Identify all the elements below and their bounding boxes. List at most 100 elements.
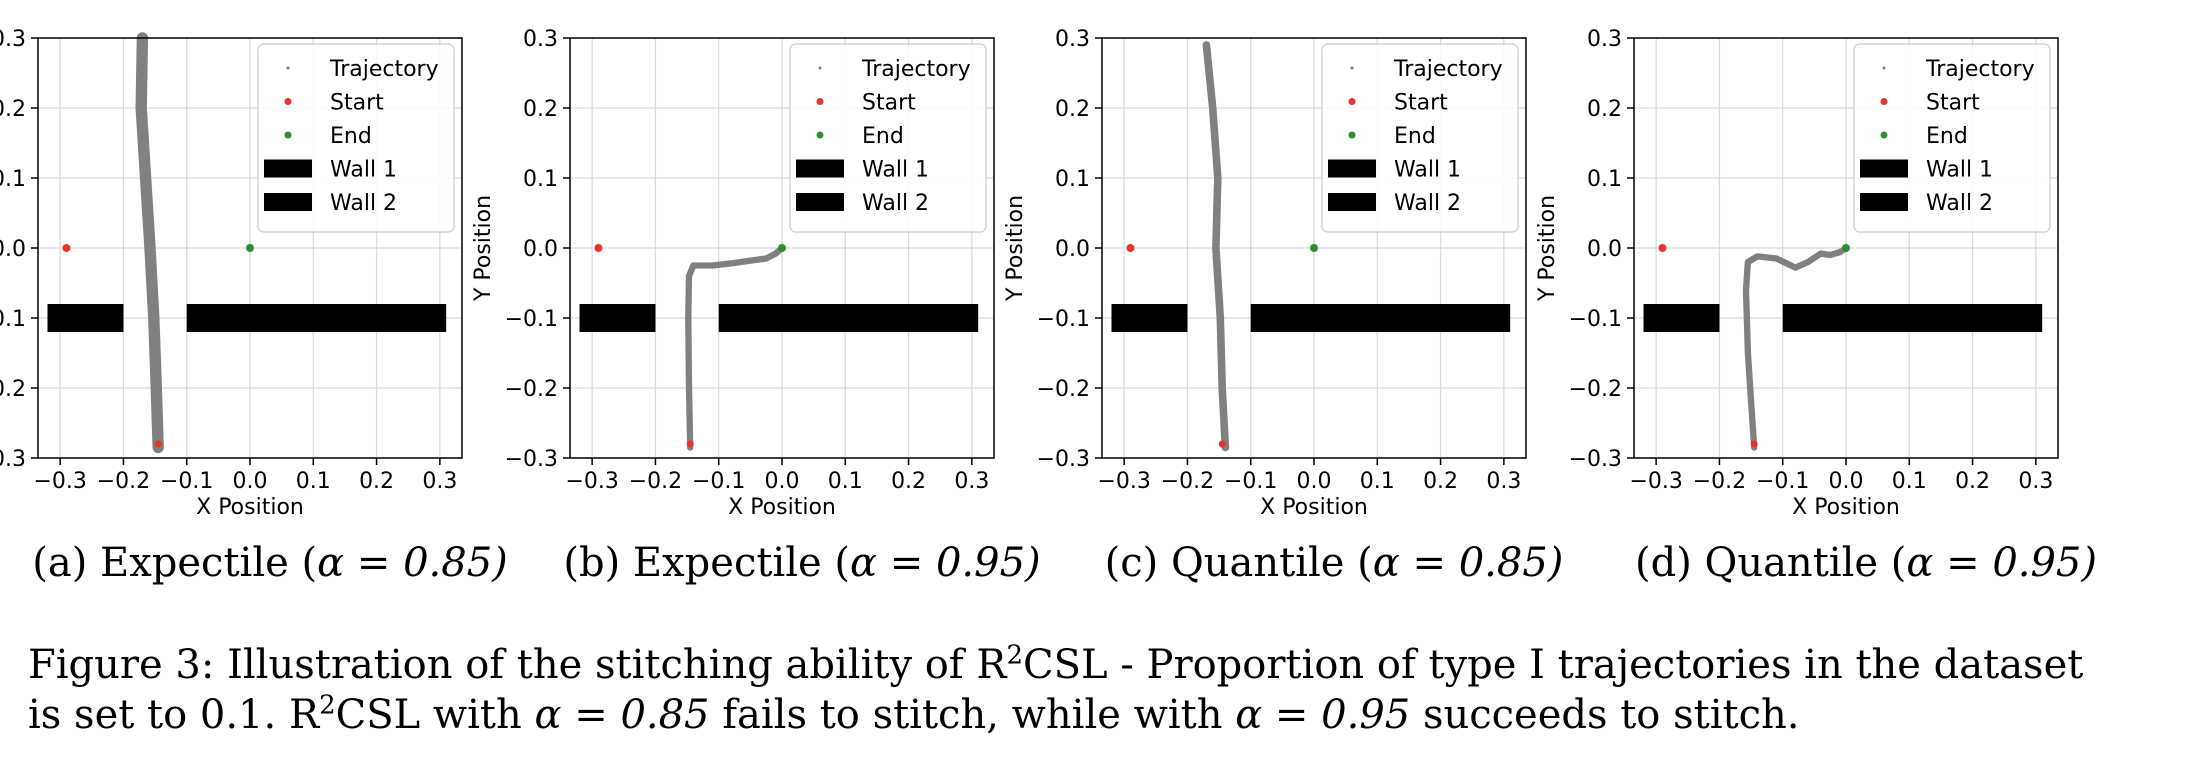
x-tick-label: 0.3 xyxy=(954,469,989,494)
legend-start-marker xyxy=(284,98,292,105)
final-point xyxy=(686,440,694,448)
y-tick-label: 0.3 xyxy=(1055,27,1090,52)
y-tick-label: −0.2 xyxy=(0,377,26,402)
y-tick-label: −0.3 xyxy=(0,447,26,472)
x-axis-title: X Position xyxy=(196,495,304,520)
x-tick-label: −0.1 xyxy=(692,469,745,494)
legend-label: Wall 2 xyxy=(1394,191,1461,216)
subcaption-b-eq: α = 0.95) xyxy=(850,540,1041,586)
x-tick-label: 0.2 xyxy=(359,469,394,494)
chart-a: −0.3 −0.2 −0.1 0.0 0.1 0.2 0.3 −0.3 −0.2 −0.1 0.0 0… xyxy=(0,27,463,520)
y-tick-label: −0.2 xyxy=(1569,377,1622,402)
caption-text-2c: fails to stitch, while with xyxy=(709,692,1236,738)
chart-c: −0.3 −0.2 −0.1 0.0 0.1 0.2 0.3 −0.3 −0.2 −0.1 0.0 0… xyxy=(1003,27,1527,520)
y-tick-label: −0.2 xyxy=(1037,377,1090,402)
x-tick-label: −0.3 xyxy=(1097,469,1150,494)
subcaption-a: (a) Expectile (α = 0.85) xyxy=(0,540,540,586)
chart-b: −0.3 −0.2 −0.1 0.0 0.1 0.2 0.3 −0.3 −0.2 −0.1 0.0 0… xyxy=(471,27,995,520)
caption-eq-1: α = 0.85 xyxy=(534,692,710,738)
subcaption-d: (d) Quantile (α = 0.95) xyxy=(1596,540,2136,586)
legend-end-marker xyxy=(1348,131,1356,139)
x-tick-label: −0.2 xyxy=(97,469,150,494)
legend-end-marker xyxy=(284,131,292,139)
legend-label: End xyxy=(330,124,372,149)
legend-box xyxy=(1321,43,1519,233)
x-tick-label: 0.2 xyxy=(891,469,926,494)
start-point xyxy=(1126,244,1135,252)
wall-1 xyxy=(1643,304,1720,332)
caption-text-1a: Figure 3: Illustration of the stitching … xyxy=(28,642,1007,688)
wall-1 xyxy=(579,304,656,332)
y-tick-label: 0.0 xyxy=(1055,237,1090,262)
x-tick-label: −0.3 xyxy=(33,469,86,494)
legend-start-marker xyxy=(1880,98,1888,105)
legend-label: Wall 2 xyxy=(1926,191,1993,216)
end-point xyxy=(1310,244,1318,252)
subcaption-c: (c) Quantile (α = 0.85) xyxy=(1064,540,1604,586)
trajectory-path xyxy=(135,32,164,454)
legend-label: Trajectory xyxy=(1393,57,1503,82)
legend-label: Wall 1 xyxy=(1926,158,1993,183)
legend-wall1-marker xyxy=(1860,159,1908,178)
chart-d: −0.3 −0.2 −0.1 0.0 0.1 0.2 0.3 −0.3 −0.2 −0.1 0.0 0… xyxy=(1535,27,2059,520)
legend-wall1-marker xyxy=(1328,159,1376,178)
subcaption-d-eq: α = 0.95) xyxy=(1906,540,2097,586)
y-axis-title: Y Position xyxy=(471,195,496,302)
caption-sup-2: 2 xyxy=(319,690,336,721)
y-tick-label: 0.3 xyxy=(523,27,558,52)
legend-label: Trajectory xyxy=(1925,57,2035,82)
y-tick-label: −0.3 xyxy=(1569,447,1622,472)
x-tick-label: 0.3 xyxy=(2018,469,2053,494)
start-point xyxy=(594,244,603,252)
wall-1 xyxy=(1111,304,1188,332)
subcaption-d-label: (d) Quantile ( xyxy=(1635,540,1907,586)
legend-wall2-marker xyxy=(264,193,312,211)
subcaption-c-label: (c) Quantile ( xyxy=(1104,540,1373,586)
wall-2 xyxy=(1782,304,2043,332)
legend-label: End xyxy=(1926,124,1968,149)
y-tick-label: −0.3 xyxy=(1037,447,1090,472)
y-tick-label: −0.3 xyxy=(505,447,558,472)
x-tick-label: 0.2 xyxy=(1423,469,1458,494)
subcaption-c-eq: α = 0.85) xyxy=(1372,540,1564,586)
legend-end-marker xyxy=(1880,131,1888,139)
x-tick-label: −0.1 xyxy=(160,469,213,494)
x-tick-label: −0.2 xyxy=(1161,469,1214,494)
x-tick-label: −0.1 xyxy=(1756,469,1809,494)
figure-caption: Figure 3: Illustration of the stitching … xyxy=(28,640,2178,740)
legend-box xyxy=(257,43,455,233)
legend-label: Wall 1 xyxy=(330,158,397,183)
start-point xyxy=(1658,244,1667,252)
subcaption-b-label: (b) Expectile ( xyxy=(563,540,850,586)
y-tick-label: 0.3 xyxy=(0,27,26,52)
final-point xyxy=(1750,440,1758,448)
legend-label: Start xyxy=(330,91,384,116)
y-tick-label: −0.1 xyxy=(0,307,26,332)
y-tick-label: 0.0 xyxy=(0,237,26,262)
y-tick-label: 0.0 xyxy=(523,237,558,262)
caption-text-2b: CSL with xyxy=(335,692,535,738)
caption-eq-2: α = 0.95 xyxy=(1235,692,1411,738)
legend-box xyxy=(1853,43,2051,233)
legend-label: Trajectory xyxy=(861,57,971,82)
final-point xyxy=(1218,440,1226,448)
y-tick-label: −0.2 xyxy=(505,377,558,402)
y-tick-label: −0.1 xyxy=(1569,307,1622,332)
trajectory-path xyxy=(685,244,786,451)
y-tick-label: 0.1 xyxy=(1055,167,1090,192)
start-point xyxy=(62,244,71,252)
y-axis-title: Y Position xyxy=(1535,195,1560,302)
x-tick-label: 0.1 xyxy=(828,469,863,494)
legend-label: Wall 1 xyxy=(1394,158,1461,183)
legend-label: Wall 2 xyxy=(330,191,397,216)
x-tick-label: −0.3 xyxy=(1629,469,1682,494)
legend-trajectory-marker xyxy=(1350,66,1354,70)
panel-d: −0.3 −0.2 −0.1 0.0 0.1 0.2 0.3 −0.3 −0.2 −0.1 0.0 0… xyxy=(1535,0,2136,600)
legend-box xyxy=(789,43,987,233)
legend-label: Start xyxy=(862,91,916,116)
y-tick-label: 0.1 xyxy=(1587,167,1622,192)
y-tick-label: 0.3 xyxy=(1587,27,1622,52)
subcaption-a-eq: α = 0.85) xyxy=(317,540,508,586)
legend-start-marker xyxy=(1348,98,1356,105)
end-point xyxy=(1842,244,1850,252)
